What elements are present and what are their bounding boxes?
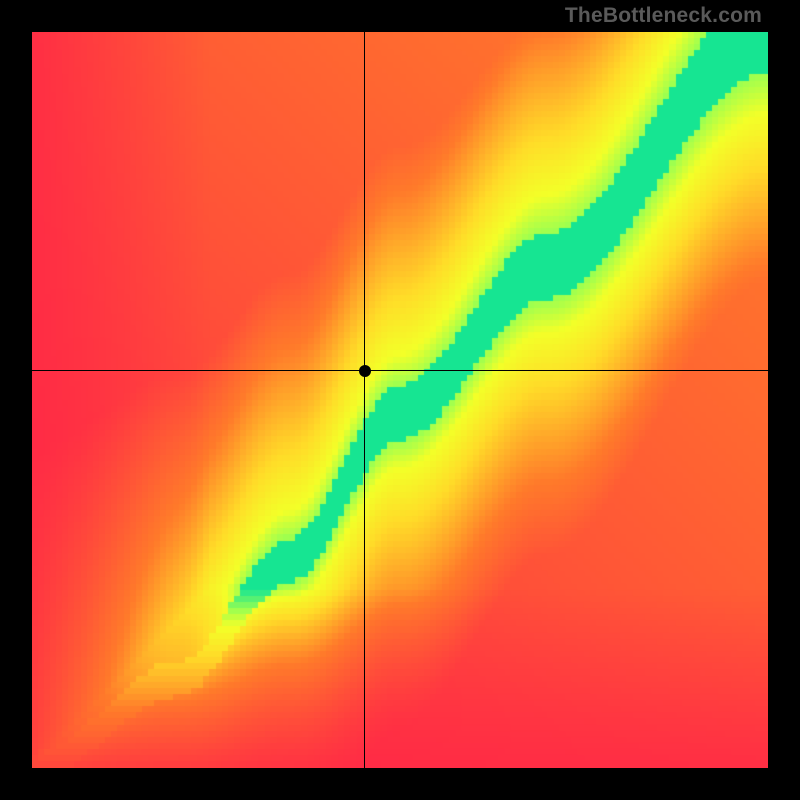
crosshair-horizontal	[32, 370, 768, 371]
heatmap-canvas	[32, 32, 768, 768]
watermark-text: TheBottleneck.com	[565, 4, 762, 28]
selection-marker	[359, 365, 371, 377]
plot-area	[30, 30, 770, 770]
bottleneck-figure: TheBottleneck.com	[0, 0, 800, 800]
crosshair-vertical	[364, 32, 365, 768]
